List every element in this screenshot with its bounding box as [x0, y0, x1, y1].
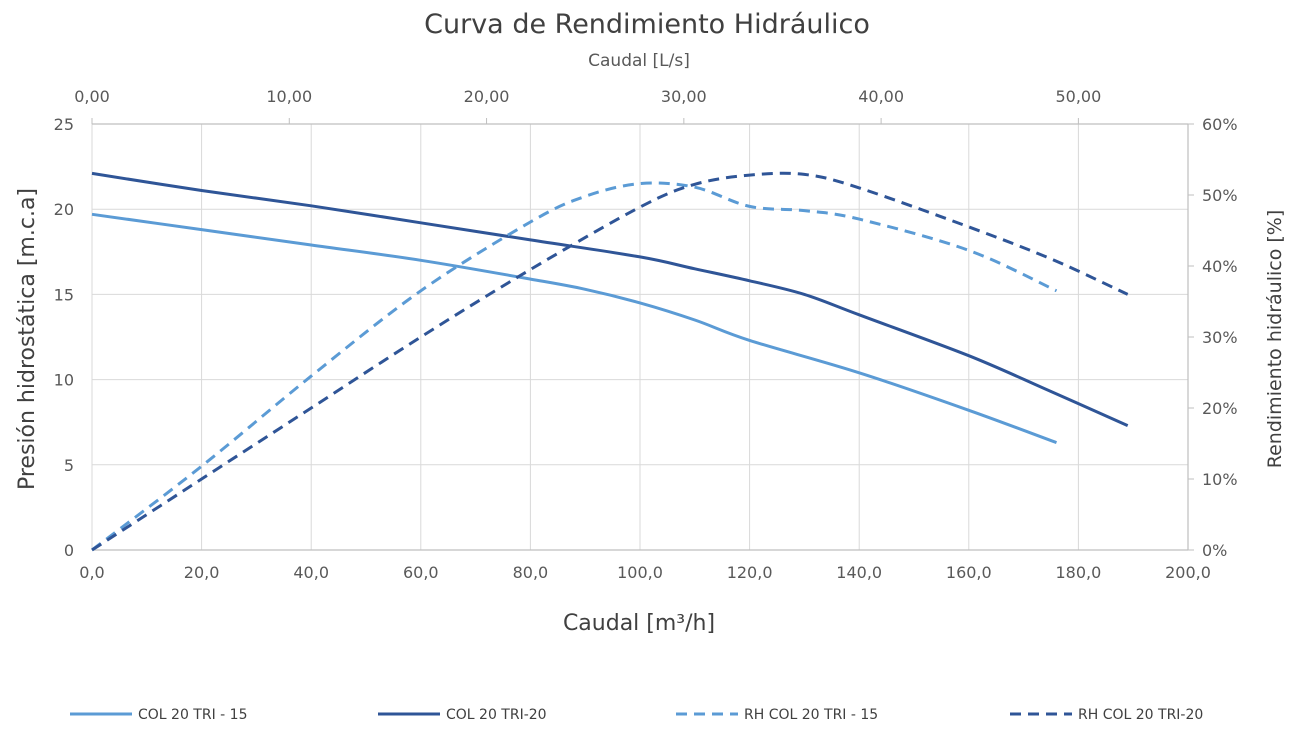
series-line-1: [91, 212, 1058, 445]
x2-tick-label: 0,00: [74, 87, 110, 106]
x-tick-label: 180,0: [1055, 563, 1101, 582]
x2-tick-label: 30,00: [661, 87, 707, 106]
series-line-2: [91, 171, 1129, 427]
x2-tick-label: 40,00: [858, 87, 904, 106]
y-tick-label: 20: [54, 200, 74, 219]
x2-tick-label: 20,00: [464, 87, 510, 106]
y2-tick-label: 40%: [1202, 257, 1238, 276]
x-tick-label: 120,0: [727, 563, 773, 582]
x-tick-label: 0,0: [79, 563, 104, 582]
x-axis-title: Caudal [m³/h]: [563, 611, 715, 636]
y-tick-label: 0: [64, 541, 74, 560]
x-tick-label: 160,0: [946, 563, 992, 582]
x2-tick-label: 10,00: [266, 87, 312, 106]
y-axis-title: Presión hidrostática [m.c.a]: [15, 188, 40, 490]
y2-tick-label: 60%: [1202, 115, 1238, 134]
y-tick-label: 15: [54, 285, 74, 304]
legend-label: COL 20 TRI-20: [446, 707, 547, 723]
y2-tick-label: 0%: [1202, 541, 1227, 560]
grid: [91, 123, 1189, 550]
y-tick-label: 10: [54, 371, 74, 390]
series-line-4: [91, 171, 1129, 552]
axes: [91, 118, 1194, 551]
x-tick-label: 20,0: [184, 563, 220, 582]
x-tick-label: 200,0: [1165, 563, 1211, 582]
series-layer: [91, 171, 1129, 552]
y-tick-label: 5: [64, 456, 74, 475]
chart-title: Curva de Rendimiento Hidráulico: [424, 9, 870, 40]
x-tick-label: 100,0: [617, 563, 663, 582]
y2-axis-title: Rendimiento hidráulico [%]: [1264, 210, 1286, 468]
legend-label: COL 20 TRI - 15: [138, 707, 247, 723]
y2-tick-label: 10%: [1202, 470, 1238, 489]
x-tick-label: 40,0: [293, 563, 329, 582]
legend: COL 20 TRI - 15 COL 20 TRI-20 RH COL 20 TR…: [70, 707, 1203, 723]
tick-labels: 0,0 20,0 40,0 60,0 80,0 100,0 120,0 140,0 160,0 1…: [54, 87, 1238, 582]
y-tick-label: 25: [54, 115, 74, 134]
x-tick-label: 60,0: [403, 563, 439, 582]
x2-tick-label: 50,00: [1055, 87, 1101, 106]
series-line-3: [91, 181, 1058, 552]
y2-tick-label: 20%: [1202, 399, 1238, 418]
y2-tick-label: 50%: [1202, 186, 1238, 205]
x-tick-label: 80,0: [513, 563, 549, 582]
y2-tick-label: 30%: [1202, 328, 1238, 347]
top-x-axis-title: Caudal [L/s]: [588, 51, 690, 71]
legend-label: RH COL 20 TRI - 15: [744, 707, 878, 723]
x-tick-label: 140,0: [836, 563, 882, 582]
legend-label: RH COL 20 TRI-20: [1078, 707, 1203, 723]
